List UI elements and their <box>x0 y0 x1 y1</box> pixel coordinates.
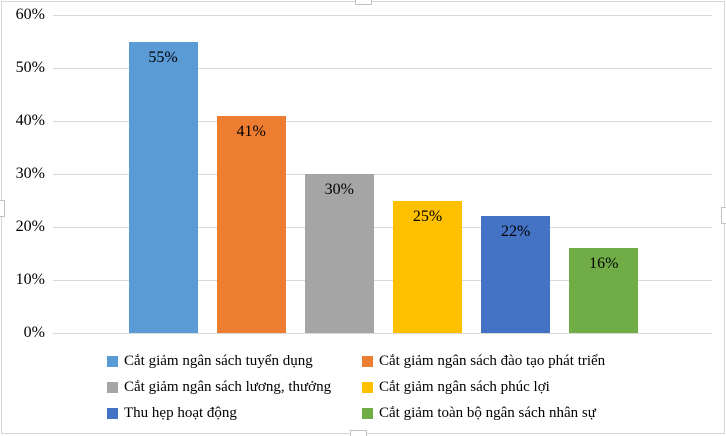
legend-label: Cắt giảm ngân sách lương, thưởng <box>124 378 332 395</box>
gridline <box>53 280 712 281</box>
y-tick-label: 60% <box>15 6 45 23</box>
bar: 22% <box>481 216 551 333</box>
y-tick-label: 30% <box>15 165 45 182</box>
legend-marker-icon <box>362 407 373 419</box>
legend-label: Thu hẹp hoạt động <box>124 404 237 421</box>
resize-handle-bottom[interactable] <box>350 430 367 436</box>
legend-marker-icon <box>107 407 118 419</box>
y-tick-label: 20% <box>15 218 45 235</box>
legend-marker-icon <box>362 381 373 393</box>
y-tick-label: 10% <box>15 271 45 288</box>
bar: 25% <box>393 200 462 333</box>
gridline <box>53 227 712 228</box>
resize-handle-right[interactable] <box>721 207 726 224</box>
bar-data-label: 25% <box>412 207 443 225</box>
resize-handle-top[interactable] <box>355 0 372 5</box>
legend-item: Cắt giảm toàn bộ ngân sách nhân sự <box>362 404 596 422</box>
legend-label: Cắt giảm toàn bộ ngân sách nhân sự <box>379 404 596 421</box>
bar-data-label: 16% <box>589 255 619 273</box>
plot-area: 55% 41% 30% 25% 22% 16% <box>53 15 712 334</box>
resize-handle-left[interactable] <box>0 200 5 217</box>
x-axis-line <box>53 333 712 334</box>
legend-item: Cắt giảm ngân sách phúc lợi <box>362 378 550 396</box>
legend-marker-icon <box>107 355 118 367</box>
bar-data-label: 22% <box>501 223 531 241</box>
bar: 55% <box>128 41 198 333</box>
bar-data-label: 30% <box>324 181 354 198</box>
gridline <box>53 68 712 69</box>
legend-label: Cắt giảm ngân sách phúc lợi <box>379 378 550 395</box>
bar: 16% <box>569 248 639 333</box>
y-tick-label: 0% <box>23 324 45 341</box>
legend-marker-icon <box>362 355 373 367</box>
gridline <box>53 121 712 122</box>
gridline <box>53 15 712 16</box>
legend-item: Cắt giảm ngân sách lương, thưởng <box>107 378 331 396</box>
gridline <box>53 174 712 175</box>
y-tick-label: 50% <box>15 59 45 76</box>
legend-marker-icon <box>107 381 118 393</box>
bar-data-label: 41% <box>236 122 266 140</box>
legend-label: Cắt giảm ngân sách tuyển dụng <box>124 352 313 369</box>
bar: 41% <box>216 115 286 333</box>
legend-item: Thu hẹp hoạt động <box>107 404 237 422</box>
legend-label: Cắt giảm ngân sách đào tạo phát triển <box>379 352 606 369</box>
bar-data-label: 55% <box>148 48 178 66</box>
bar: 30% <box>304 174 374 333</box>
legend-item: Cắt giảm ngân sách đào tạo phát triển <box>362 352 605 370</box>
y-tick-label: 40% <box>15 112 45 129</box>
legend-item: Cắt giảm ngân sách tuyển dụng <box>107 352 313 370</box>
